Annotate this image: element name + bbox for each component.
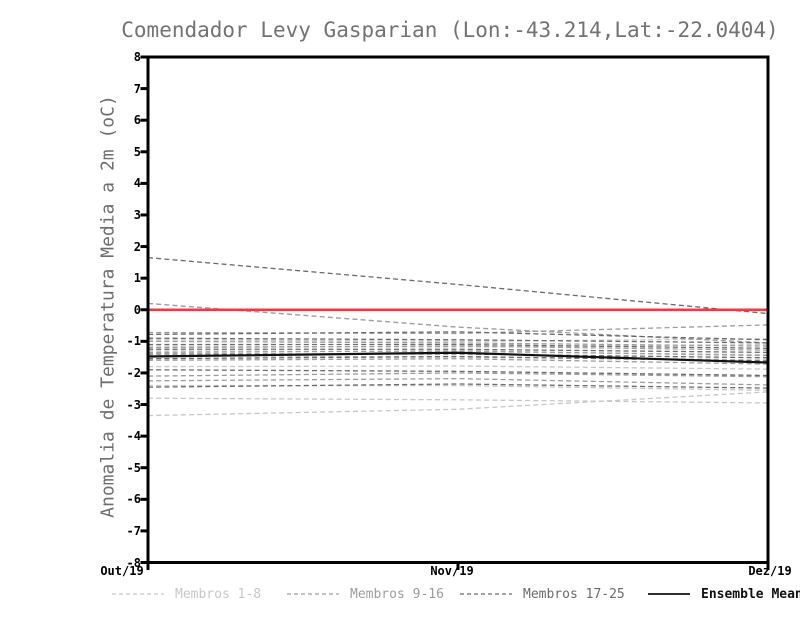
member-line-group2-2 <box>147 324 769 335</box>
member-line-group3-3 <box>147 337 769 344</box>
legend-label: Membros 17-25 <box>523 586 625 602</box>
legend-label: Membros 1-8 <box>175 586 262 602</box>
y-tick-label: -4 <box>126 429 141 444</box>
member-line-group1-8 <box>147 338 769 342</box>
y-tick-label: 6 <box>133 113 141 128</box>
member-line-group3-8 <box>147 369 769 377</box>
y-tick-label: 1 <box>133 271 141 286</box>
legend-swatch-line <box>460 593 512 595</box>
member-line-group2-6 <box>147 358 769 365</box>
chart-title: Comendador Levy Gasparian (Lon:-43.214,L… <box>121 18 779 42</box>
member-line-group3-6 <box>148 353 769 359</box>
member-line-group2-7 <box>147 372 769 378</box>
member-line-group3-4 <box>148 343 769 349</box>
ensemble-mean-line <box>147 351 769 364</box>
legend-label: Membros 9-16 <box>350 586 444 602</box>
member-line-group3-9 <box>147 383 769 389</box>
y-tick-label: -1 <box>126 334 141 349</box>
y-tick-label: -8 <box>126 555 141 570</box>
y-tick-label: 8 <box>133 50 141 64</box>
y-tick-label: -6 <box>126 492 141 507</box>
y-tick-label: 7 <box>133 81 141 96</box>
legend-item-ensemble-mean: Ensemble Mean <box>648 586 800 602</box>
member-line-group1-4 <box>147 365 769 370</box>
member-line-group1-2 <box>147 397 769 404</box>
y-tick-label: -5 <box>126 460 141 475</box>
y-tick-label: -3 <box>126 397 141 412</box>
member-line-group2-8 <box>147 377 769 386</box>
legend-swatch-line <box>112 593 164 595</box>
legend-swatch-line <box>287 593 339 595</box>
y-tick-label: 5 <box>133 144 141 159</box>
member-line-group1-1 <box>147 391 769 417</box>
member-line-group2-3 <box>147 340 769 347</box>
legend-item-membros-17-25: Membros 17-25 <box>460 586 625 602</box>
member-line-group2-4 <box>147 345 769 351</box>
legend-item-membros-9-16: Membros 9-16 <box>287 586 444 602</box>
x-tick-label: Nov/19 <box>430 564 474 578</box>
x-tick-label: Dez/19 <box>748 564 792 578</box>
member-line-group2-5 <box>147 350 769 357</box>
y-tick-label: 3 <box>133 207 141 222</box>
axis-frame <box>146 55 770 564</box>
member-line-group3-2 <box>147 331 769 341</box>
member-line-group3-5 <box>148 348 769 354</box>
y-tick-label: 0 <box>133 302 141 317</box>
legend-swatch-line <box>648 593 690 595</box>
y-tick-label: -7 <box>126 523 141 538</box>
x-tick-label: Out/19 <box>100 564 144 578</box>
y-tick-label: -2 <box>126 365 141 380</box>
y-tick-label: 2 <box>133 239 141 254</box>
y-tick-label: 4 <box>133 176 141 191</box>
member-line-group3-1 <box>147 256 769 315</box>
legend-label: Ensemble Mean <box>701 586 800 602</box>
legend-item-membros-1-8: Membros 1-8 <box>112 586 261 602</box>
